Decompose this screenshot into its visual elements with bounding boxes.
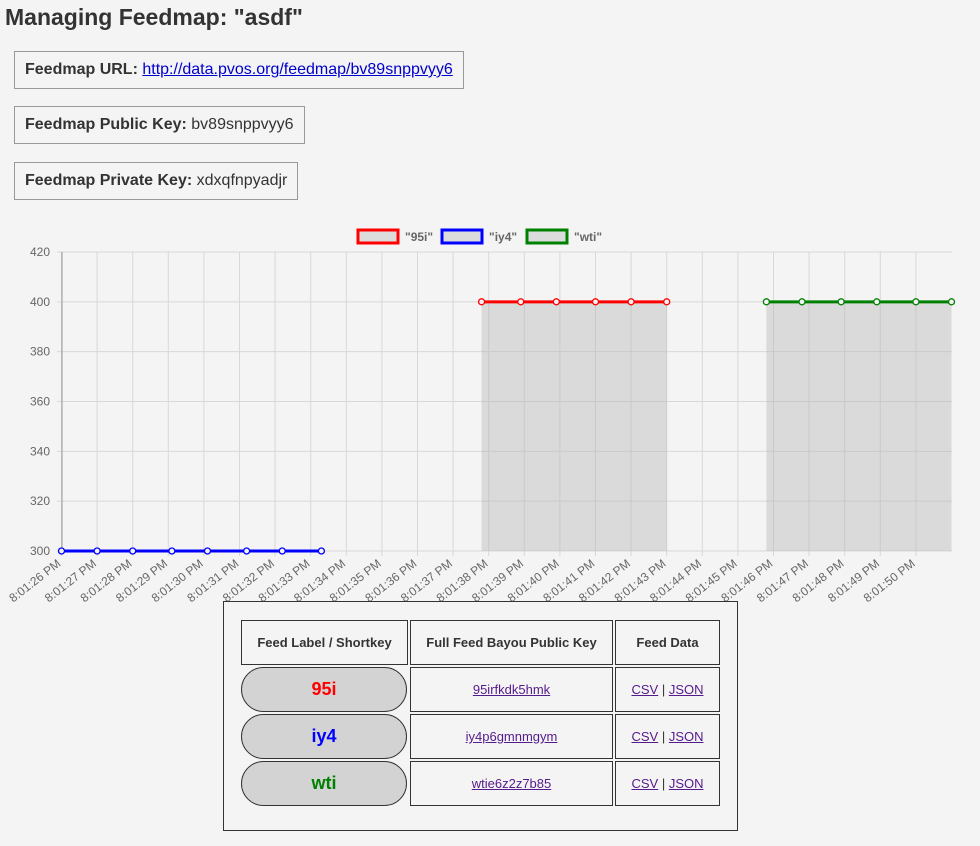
feed-shortkey: iy4 xyxy=(311,726,337,746)
link-separator: | xyxy=(661,776,666,791)
feed-label-pill[interactable]: iy4 xyxy=(241,714,407,759)
series-area xyxy=(766,301,952,551)
json-link[interactable]: JSON xyxy=(668,682,704,697)
series-point xyxy=(317,547,326,555)
feed-shortkey: wti xyxy=(311,773,337,793)
y-tick-label: 360 xyxy=(30,395,50,409)
feedmap-public-key-value: bv89snppvyy6 xyxy=(191,116,294,133)
series-point xyxy=(837,298,845,306)
feed-public-key-cell: iy4p6gmnmgym xyxy=(410,714,613,759)
table-row: 95i 95irfkdk5hmk CSV | JSON xyxy=(241,667,720,712)
json-link[interactable]: JSON xyxy=(668,729,704,744)
feed-label-pill[interactable]: wti xyxy=(241,761,407,806)
feedmap-public-key-label: Feedmap Public Key: xyxy=(25,116,187,133)
series-point xyxy=(552,298,560,306)
feedmap-private-key-value: xdxqfnpyadjr xyxy=(196,172,288,189)
series-point xyxy=(203,547,212,555)
table-row: iy4 iy4p6gmnmgym CSV | JSON xyxy=(241,714,720,759)
feed-public-key-link[interactable]: iy4p6gmnmgym xyxy=(465,729,558,744)
csv-link[interactable]: CSV xyxy=(631,729,659,744)
legend-label: "iy4" xyxy=(489,230,517,244)
series-point xyxy=(57,547,66,555)
feeds-table-container: Feed Label / Shortkey Full Feed Bayou Pu… xyxy=(223,601,738,831)
feed-label-cell: wti xyxy=(241,761,408,806)
series-point xyxy=(873,298,881,306)
feed-public-key-cell: 95irfkdk5hmk xyxy=(410,667,613,712)
feed-label-pill[interactable]: 95i xyxy=(241,667,407,712)
series-point xyxy=(242,547,251,555)
series-point xyxy=(798,298,806,306)
series-point xyxy=(912,298,920,306)
legend-swatch xyxy=(525,228,569,245)
feedmap-private-key-box: Feedmap Private Key: xdxqfnpyadjr xyxy=(14,162,298,200)
feed-data-cell: CSV | JSON xyxy=(615,667,720,712)
series-point xyxy=(168,547,176,555)
header-public-key: Full Feed Bayou Public Key xyxy=(410,620,613,665)
y-tick-label: 340 xyxy=(30,444,50,458)
series-point xyxy=(663,298,671,306)
series-point xyxy=(762,298,771,306)
feed-label-cell: 95i xyxy=(241,667,408,712)
feed-shortkey: 95i xyxy=(311,679,337,699)
series-point xyxy=(591,298,600,306)
feed-data-cell: CSV | JSON xyxy=(615,761,720,806)
link-separator: | xyxy=(661,729,666,744)
link-separator: | xyxy=(661,682,666,697)
feed-public-key-cell: wtie6z2z7b85 xyxy=(410,761,613,806)
legend-label: "wti" xyxy=(574,230,602,244)
series-point xyxy=(278,547,286,555)
feedmap-url-box: Feedmap URL: http://data.pvos.org/feedma… xyxy=(14,51,464,89)
legend-label: "95i" xyxy=(405,230,433,244)
feed-label-cell: iy4 xyxy=(241,714,408,759)
y-tick-label: 400 xyxy=(30,295,50,309)
table-row: wti wtie6z2z7b85 CSV | JSON xyxy=(241,761,720,806)
json-link[interactable]: JSON xyxy=(668,776,704,791)
legend-swatch xyxy=(356,228,400,245)
feed-public-key-link[interactable]: 95irfkdk5hmk xyxy=(472,682,551,697)
feedmap-private-key-label: Feedmap Private Key: xyxy=(25,172,193,189)
series-point xyxy=(627,298,635,306)
y-tick-label: 380 xyxy=(30,345,50,359)
feedmap-public-key-box: Feedmap Public Key: bv89snppvyy6 xyxy=(14,106,305,144)
series-point xyxy=(947,298,956,306)
series-point xyxy=(93,547,101,555)
feeds-table: Feed Label / Shortkey Full Feed Bayou Pu… xyxy=(239,618,722,808)
feedmap-url-label: Feedmap URL: xyxy=(25,61,138,78)
header-feed-data: Feed Data xyxy=(615,620,720,665)
series-point xyxy=(517,298,525,306)
series-point xyxy=(129,547,137,555)
y-tick-label: 420 xyxy=(30,245,50,259)
header-feed-label: Feed Label / Shortkey xyxy=(241,620,408,665)
y-tick-label: 300 xyxy=(30,544,50,558)
feeds-table-header-row: Feed Label / Shortkey Full Feed Bayou Pu… xyxy=(241,620,720,665)
series-point xyxy=(477,298,486,306)
y-tick-label: 320 xyxy=(30,494,50,508)
series-area xyxy=(481,301,667,551)
feed-public-key-link[interactable]: wtie6z2z7b85 xyxy=(471,776,552,791)
page-title: Managing Feedmap: "asdf" xyxy=(5,4,303,30)
feed-data-cell: CSV | JSON xyxy=(615,714,720,759)
csv-link[interactable]: CSV xyxy=(631,776,659,791)
feedmap-url-link[interactable]: http://data.pvos.org/feedmap/bv89snppvyy… xyxy=(142,61,453,78)
csv-link[interactable]: CSV xyxy=(631,682,659,697)
legend-swatch xyxy=(440,228,484,245)
